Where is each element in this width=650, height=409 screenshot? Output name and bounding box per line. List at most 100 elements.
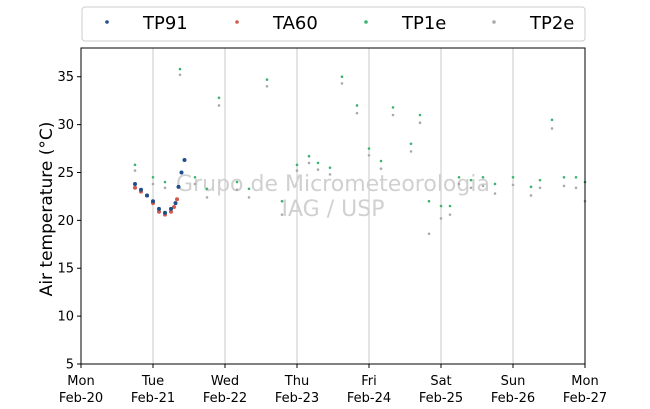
point-tp2e — [247, 196, 251, 199]
point-tp1e — [538, 178, 542, 182]
legend-marker-tp91 — [105, 20, 109, 24]
point-tp2e — [280, 213, 284, 216]
y-tick-label: 30 — [57, 118, 74, 133]
point-tp1e — [151, 175, 155, 179]
point-tp2e — [295, 169, 299, 172]
point-tp2e — [163, 186, 167, 190]
point-tp2e — [457, 182, 461, 186]
point-tp2e — [328, 173, 332, 176]
x-tick-label-date: Feb-21 — [131, 391, 175, 406]
x-tick-label-day: Mon — [571, 374, 598, 389]
point-tp1e — [448, 204, 452, 208]
point-tp2e — [427, 232, 431, 236]
x-tick-label-day: Sun — [501, 374, 526, 389]
point-tp2e — [367, 153, 371, 157]
point-tp2e — [355, 111, 359, 115]
y-axis-label: Air temperature (°C) — [37, 122, 57, 297]
point-tp2e — [151, 182, 155, 186]
legend: TP91 TA60 TP1e TP2e — [81, 6, 586, 42]
point-tp1e — [307, 154, 311, 158]
point-tp1e — [265, 78, 269, 81]
point-tp1e — [469, 178, 473, 182]
point-tp2e — [562, 184, 566, 188]
point-tp1e — [355, 104, 359, 107]
data-points — [133, 67, 587, 236]
plot-frame — [80, 47, 586, 365]
point-tp91 — [139, 187, 143, 192]
point-tp1e — [205, 187, 209, 191]
point-tp2e — [235, 188, 239, 192]
point-tp1e — [340, 75, 344, 79]
point-tp1e — [529, 185, 533, 189]
point-tp2e — [493, 192, 497, 195]
point-tp1e — [367, 147, 371, 150]
point-tp1e — [280, 199, 284, 203]
y-tick-label: 35 — [57, 70, 74, 85]
legend-item-tp91: TP91 — [105, 13, 188, 34]
point-tp1e — [217, 96, 221, 100]
x-tick-label-date: Feb-20 — [59, 391, 103, 406]
point-tp1e — [481, 175, 485, 179]
x-tick-label-date: Feb-26 — [491, 391, 535, 406]
point-tp2e — [340, 82, 344, 85]
point-tp91 — [163, 210, 167, 215]
point-tp1e — [493, 182, 497, 186]
legend-marker-tp2e — [492, 20, 496, 24]
point-tp91 — [133, 181, 137, 186]
x-tick-label-day: Tue — [141, 374, 164, 389]
y-axis: 5 10 15 20 25 30 35 — [57, 70, 81, 373]
legend-box — [81, 6, 586, 42]
point-tp2e — [511, 183, 515, 187]
legend-item-ta60: TA60 — [235, 13, 318, 34]
y-tick-label: 20 — [57, 214, 74, 229]
x-tick-label-day: Fri — [361, 374, 377, 389]
point-tp91 — [182, 158, 187, 163]
point-tp91 — [157, 206, 161, 211]
point-tp2e — [379, 167, 383, 170]
point-tp1e — [511, 175, 515, 179]
point-tp2e — [418, 121, 422, 124]
point-tp2e — [550, 127, 554, 130]
point-tp1e — [163, 180, 167, 184]
point-ta60 — [175, 197, 179, 202]
x-tick-label-date: Feb-27 — [563, 391, 607, 406]
x-axis: Mon Feb-20 Tue Feb-21 Wed Feb-22 Thu Feb-23 Fri F… — [59, 364, 607, 406]
point-tp2e — [409, 150, 413, 153]
point-tp2e — [178, 73, 182, 77]
watermark: Grupo de Micrometeorologia IAG / USP — [176, 172, 490, 222]
point-tp2e — [538, 186, 542, 190]
point-tp91 — [169, 206, 173, 211]
point-tp2e — [574, 186, 578, 190]
point-tp1e — [316, 161, 320, 165]
point-ta60 — [157, 209, 161, 214]
point-tp2e — [481, 184, 485, 188]
y-tick-label: 5 — [66, 358, 74, 373]
point-tp1e — [193, 175, 197, 179]
y-tick-label: 10 — [57, 310, 74, 325]
point-tp2e — [193, 182, 197, 186]
x-tick-label-day: Wed — [211, 374, 239, 389]
point-ta60 — [172, 204, 176, 209]
y-tick-label: 15 — [57, 262, 74, 277]
point-tp1e — [574, 175, 578, 179]
point-tp1e — [133, 163, 137, 167]
legend-label-tp2e: TP2e — [529, 13, 574, 34]
point-tp1e — [409, 142, 413, 146]
point-tp2e — [448, 213, 452, 216]
point-tp1e — [562, 175, 566, 179]
point-tp2e — [316, 168, 320, 171]
point-tp2e — [391, 113, 395, 117]
point-tp91 — [145, 193, 149, 198]
legend-label-tp1e: TP1e — [401, 13, 446, 34]
x-tick-label-date: Feb-25 — [419, 391, 463, 406]
legend-label-tp91: TP91 — [142, 13, 188, 34]
point-tp91 — [151, 199, 155, 204]
point-tp1e — [391, 106, 395, 109]
point-tp1e — [295, 163, 299, 167]
point-ta60 — [133, 185, 137, 190]
y-tick-label: 25 — [57, 166, 74, 181]
point-tp91 — [179, 170, 184, 175]
x-tick-label-date: Feb-22 — [203, 391, 247, 406]
watermark-line-2: IAG / USP — [282, 197, 385, 222]
